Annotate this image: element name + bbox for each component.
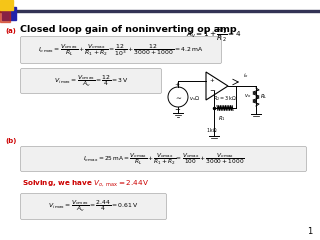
Bar <box>0 0 13 10</box>
Text: $R_2=3\,\mathrm{k\Omega}$: $R_2=3\,\mathrm{k\Omega}$ <box>213 94 237 103</box>
Text: $\sim$: $\sim$ <box>174 94 182 100</box>
Text: (b): (b) <box>5 138 16 144</box>
Text: $v_o$: $v_o$ <box>244 92 252 100</box>
FancyBboxPatch shape <box>20 193 166 220</box>
Text: Closed loop gain of noninverting op amp: Closed loop gain of noninverting op amp <box>20 25 236 34</box>
Text: $V_{i\,\mathrm{max}}=\dfrac{V_{o\mathrm{max}}}{A_v}=\dfrac{2.44}{4}=0.61\,\mathr: $V_{i\,\mathrm{max}}=\dfrac{V_{o\mathrm{… <box>48 199 139 214</box>
Text: +: + <box>209 78 214 84</box>
Text: (a): (a) <box>5 28 16 34</box>
Text: $R_L$: $R_L$ <box>260 93 268 102</box>
Bar <box>0 10 320 12</box>
FancyBboxPatch shape <box>20 68 162 94</box>
Text: $I_{o\,\mathrm{max}}=\dfrac{V_{o\mathrm{max}}}{R_L}+\dfrac{V_{o\mathrm{max}}}{R_: $I_{o\,\mathrm{max}}=\dfrac{V_{o\mathrm{… <box>38 42 204 58</box>
Bar <box>2 7 16 20</box>
Text: $v_s\Omega$: $v_s\Omega$ <box>189 95 200 103</box>
Text: Solving, we have $V_{o,\,\mathrm{max}}=2.44\,\mathrm{V}$: Solving, we have $V_{o,\,\mathrm{max}}=2… <box>22 178 150 188</box>
Text: $i_o$: $i_o$ <box>243 71 249 80</box>
FancyBboxPatch shape <box>20 36 221 64</box>
Text: −: − <box>174 107 180 113</box>
Text: $1\,\mathrm{k\Omega}$: $1\,\mathrm{k\Omega}$ <box>206 126 218 134</box>
Text: 1: 1 <box>307 227 312 236</box>
Text: +: + <box>174 82 180 87</box>
Text: $I_{o\,\mathrm{max}}=25\,\mathrm{mA}=\dfrac{V_{o\mathrm{max}}}{R_L}+\dfrac{V_{o\: $I_{o\,\mathrm{max}}=25\,\mathrm{mA}=\df… <box>83 151 244 167</box>
Text: −: − <box>209 88 215 94</box>
Text: $R_1$: $R_1$ <box>218 114 226 123</box>
Text: $A_v = 1+\dfrac{R_1}{R_2}=4$: $A_v = 1+\dfrac{R_1}{R_2}=4$ <box>186 25 241 44</box>
Text: $V_{i\,\mathrm{max}}=\dfrac{V_{o\mathrm{max}}}{A_v}=\dfrac{12}{4}=3\,\mathrm{V}$: $V_{i\,\mathrm{max}}=\dfrac{V_{o\mathrm{… <box>54 73 128 89</box>
Bar <box>0 10 10 22</box>
FancyBboxPatch shape <box>20 146 307 172</box>
